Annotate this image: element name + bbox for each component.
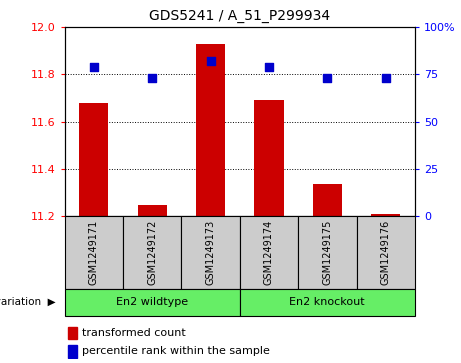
- Text: En2 wildtype: En2 wildtype: [116, 297, 188, 307]
- Bar: [240, 289, 415, 316]
- Text: GSM1249173: GSM1249173: [206, 220, 216, 285]
- Bar: [181, 216, 240, 289]
- Bar: [65, 289, 240, 316]
- Text: percentile rank within the sample: percentile rank within the sample: [82, 346, 270, 356]
- Text: GSM1249172: GSM1249172: [147, 220, 157, 285]
- Title: GDS5241 / A_51_P299934: GDS5241 / A_51_P299934: [149, 9, 330, 24]
- Text: GSM1249171: GSM1249171: [89, 220, 99, 285]
- Text: transformed count: transformed count: [82, 328, 186, 338]
- Bar: [254, 101, 284, 216]
- Bar: [68, 327, 77, 339]
- Text: GSM1249175: GSM1249175: [322, 220, 332, 285]
- Bar: [356, 216, 415, 289]
- Point: [90, 64, 97, 70]
- Bar: [123, 216, 181, 289]
- Point: [265, 64, 272, 70]
- Bar: [65, 216, 123, 289]
- Bar: [137, 205, 167, 216]
- Point: [207, 58, 214, 64]
- Bar: [79, 103, 108, 216]
- Point: [382, 75, 390, 81]
- Bar: [240, 216, 298, 289]
- Text: genotype/variation  ▶: genotype/variation ▶: [0, 297, 55, 307]
- Point: [148, 75, 156, 81]
- Text: GSM1249176: GSM1249176: [381, 220, 391, 285]
- Bar: [68, 345, 77, 358]
- Text: En2 knockout: En2 knockout: [290, 297, 365, 307]
- Text: GSM1249174: GSM1249174: [264, 220, 274, 285]
- Point: [324, 75, 331, 81]
- Bar: [371, 214, 400, 216]
- Bar: [313, 184, 342, 216]
- Bar: [196, 44, 225, 216]
- Bar: [298, 216, 356, 289]
